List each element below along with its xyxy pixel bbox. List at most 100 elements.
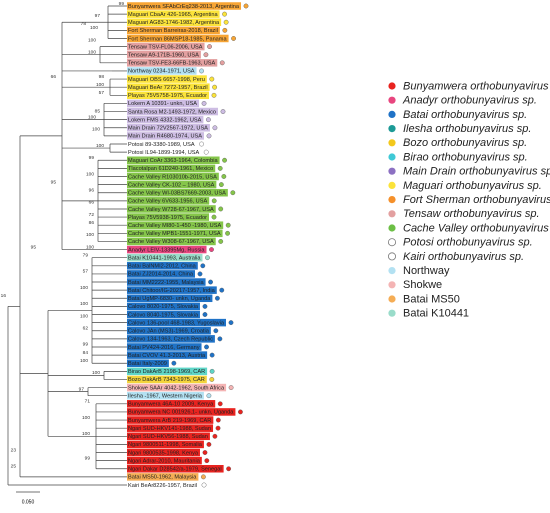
bootstrap-value: 84 xyxy=(83,350,89,356)
leaf-label: Playas 75V5758-1975, Ecuador xyxy=(128,93,207,99)
leaf-highlight xyxy=(127,229,223,238)
legend-marker xyxy=(388,295,396,303)
leaf-symbol xyxy=(212,433,218,439)
leaf-label: Santa Rosa M2-1493-1972, Mexico xyxy=(128,109,216,115)
leaf-label: Tensaw TSV-FE3-66FB-1963, USA xyxy=(128,61,216,67)
leaf-highlight xyxy=(127,50,201,59)
bootstrap-value: 97 xyxy=(95,13,101,19)
leaf-highlight xyxy=(127,115,204,124)
leaf-symbol xyxy=(211,214,217,220)
leaf-symbol xyxy=(221,174,227,179)
legend-label: Cache Valley orthobunyavirus sp. xyxy=(403,222,550,234)
leaf-symbol xyxy=(171,360,177,366)
leaf-symbol xyxy=(217,165,223,171)
bootstrap-value: 100 xyxy=(88,49,96,55)
legend-label: Birao orthobunyavirus sp. xyxy=(403,151,528,163)
leaf-label: Batai MS50-1962, Malaysia xyxy=(128,475,197,481)
leaf-label: Calovo 136-pool 468-1983, Yugoslavia xyxy=(128,320,225,326)
leaf-label: Ngari 9800535-1998, Kenya xyxy=(128,450,199,456)
leaf-symbol xyxy=(212,125,218,131)
bootstrap-value: 100 xyxy=(82,415,90,421)
bootstrap-value: 100 xyxy=(80,358,88,364)
leaf-label: Birao DakArB 2198-1969, CAR xyxy=(128,369,205,375)
leaf-label: Cache Valley R103010b-2015, USA xyxy=(128,174,217,180)
leaf-symbol xyxy=(211,92,217,98)
legend-label: Batai MS50 xyxy=(403,293,460,305)
leaf-symbol xyxy=(209,76,215,82)
legend-marker xyxy=(388,96,396,104)
leaf-label: Batai BalNMI2-2012, China xyxy=(128,264,197,270)
leaf-highlight xyxy=(127,205,216,213)
leaf-label: Ngari Adrar-2010, Mauritania xyxy=(128,458,201,464)
leaf-highlight xyxy=(127,18,222,26)
legend-label: Anadyr orthobunyavirus sp. xyxy=(402,95,537,107)
leaf-symbol xyxy=(205,117,211,123)
leaf-symbol xyxy=(201,474,206,480)
leaf-label: Cache Valley WI-03BS7669-2003, USA xyxy=(128,191,226,197)
leaf-highlight xyxy=(127,180,217,189)
leaf-symbol xyxy=(219,60,225,66)
bootstrap-value: 100 xyxy=(92,127,100,133)
leaf-highlight xyxy=(127,221,224,229)
leaf-symbol xyxy=(209,352,215,358)
leaf-symbol xyxy=(215,295,220,301)
leaf-symbol xyxy=(218,239,224,244)
bootstrap-value: 98 xyxy=(99,74,105,80)
leaf-symbol xyxy=(197,271,203,277)
leaf-highlight xyxy=(127,465,224,473)
leaf-highlight xyxy=(127,424,214,432)
leaf-highlight xyxy=(127,26,220,35)
leaf-label: Calovo 134-1963, Czech Republic xyxy=(128,337,213,343)
leaf-symbol xyxy=(215,417,221,423)
leaf-symbol xyxy=(202,450,208,455)
leaf-symbol xyxy=(201,482,207,488)
leaf-highlight xyxy=(127,310,200,319)
leaf-label: Cache Valley MPB1-1551-1971, USA xyxy=(128,231,221,237)
bootstrap-value: 100 xyxy=(90,25,98,31)
leaf-highlight xyxy=(127,302,200,311)
leaf-highlight xyxy=(127,107,218,116)
leaf-highlight xyxy=(127,156,220,165)
legend-marker xyxy=(388,267,396,275)
legend-marker xyxy=(388,82,396,90)
bootstrap-value: 96 xyxy=(89,187,95,193)
bootstrap-value: 16 xyxy=(1,293,7,299)
leaf-highlight xyxy=(127,213,209,221)
bootstrap-value: 95 xyxy=(51,179,57,185)
leaf-symbol xyxy=(238,409,243,415)
leaf-highlight xyxy=(127,59,218,67)
leaf-highlight xyxy=(127,448,200,457)
legend-marker xyxy=(388,125,396,133)
leaf-symbol xyxy=(204,458,210,464)
leaf-symbol xyxy=(222,157,227,163)
leaf-label: Main Drain R4680-1974, USA xyxy=(128,134,202,140)
bootstrap-value: 100 xyxy=(92,370,100,376)
legend-label: Tensaw orthobunyavirus sp. xyxy=(403,208,540,220)
leaf-label: Maguari OBS 6657-1998, Peru xyxy=(128,77,205,83)
leaf-symbol xyxy=(218,182,224,188)
leaf-label: Maguari CoAr 3363-1964, Colombia xyxy=(128,158,218,164)
legend-label: Maguari orthobunyavirus sp. xyxy=(403,180,542,192)
leaf-highlight xyxy=(127,270,195,278)
bootstrap-value: 66 xyxy=(51,74,57,80)
bootstrap-value: 97 xyxy=(79,386,85,392)
leaf-highlight xyxy=(127,375,207,384)
bootstrap-value: 99 xyxy=(85,455,91,461)
leaf-label: Ilesha -1967, Western Nigeria xyxy=(128,393,203,399)
leaf-label: Bunyamwera NC 001926.1- unkn, Uganda xyxy=(128,410,234,416)
leaf-label: Ngari Dakar D28542/a-1979, Senegal xyxy=(128,467,222,473)
legend-marker xyxy=(388,196,396,204)
bootstrap-value: 99 xyxy=(119,1,125,7)
leaf-label: Bunyamwera 46A-10 2009, Kenya xyxy=(128,402,214,408)
leaf-highlight xyxy=(127,294,213,303)
leaf-symbol xyxy=(215,425,221,431)
leaf-highlight xyxy=(127,408,236,416)
leaf-highlight xyxy=(127,432,210,441)
leaf-label: Bunyamwera ArB 219-1969, CAR xyxy=(128,418,211,424)
leaf-highlight xyxy=(127,440,204,449)
leaf-label: Playas 75V5938-1975, Ecuador xyxy=(128,215,207,221)
legend-label: Bunyamwera orthobunyavirus sp. xyxy=(403,80,550,92)
leaf-highlight xyxy=(127,343,202,351)
leaf-label: Potosi 89-3380-1989, USA xyxy=(128,142,195,148)
